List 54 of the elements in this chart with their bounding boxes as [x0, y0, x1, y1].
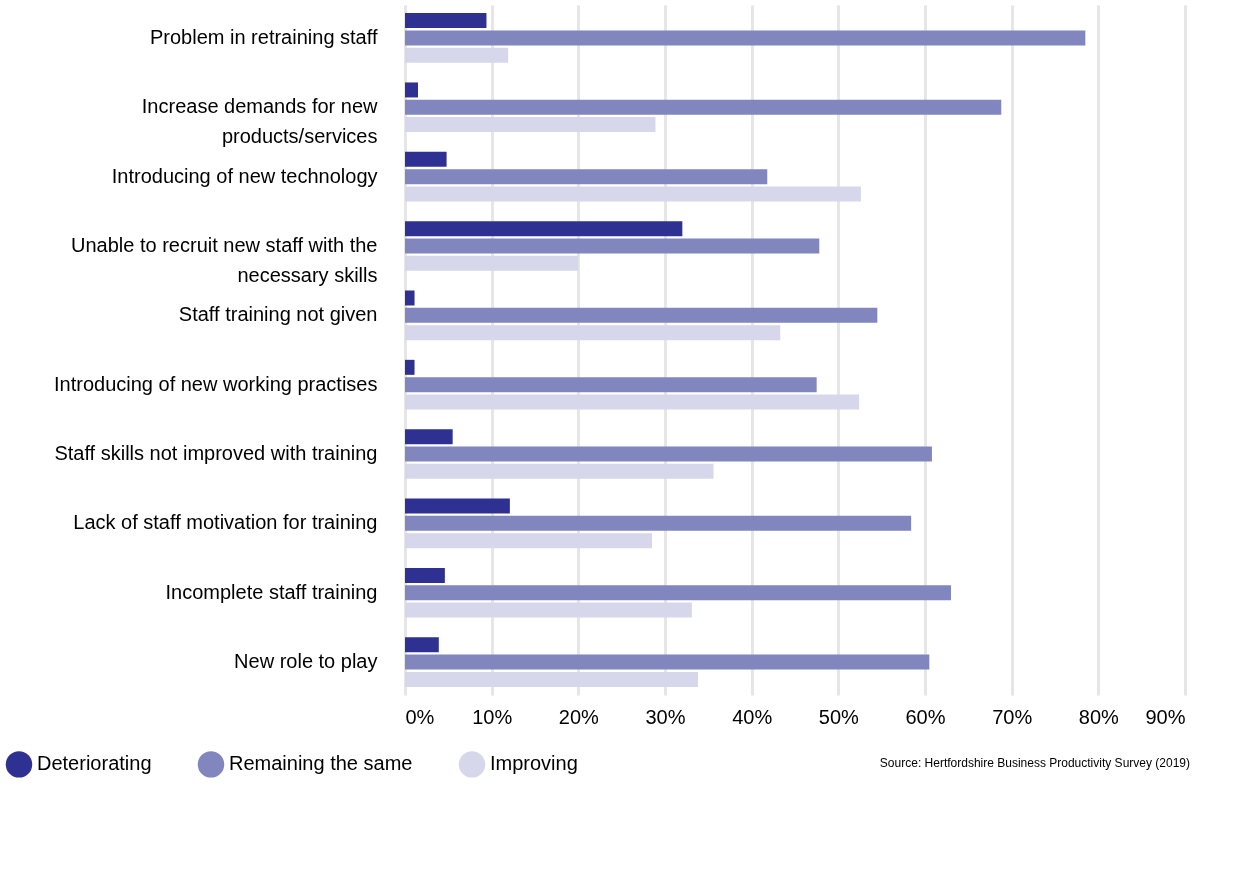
legend-label: Deteriorating: [37, 752, 152, 775]
bar: [405, 169, 768, 185]
bar: [405, 151, 447, 167]
x-tick-label: 30%: [645, 705, 686, 728]
bar: [405, 359, 415, 375]
bar: [405, 446, 932, 462]
source-note: Source: Hertfordshire Business Productivity Survey (2019): [879, 756, 1190, 770]
bar: [405, 307, 878, 323]
bar: [405, 671, 698, 687]
bar: [405, 82, 418, 98]
bar: [405, 30, 1086, 46]
bar: [405, 429, 453, 445]
bar: [405, 602, 692, 618]
y-tick-label: Unable to recruit new staff with the necessary skills: [71, 233, 378, 286]
x-tick-label: 60%: [905, 705, 946, 728]
bar: [405, 47, 509, 63]
bar: [405, 533, 652, 549]
y-tick-label: Staff skills not improved with training: [54, 442, 378, 465]
bar: [405, 117, 656, 133]
bar: [405, 463, 714, 479]
bar: [405, 186, 861, 202]
bar: [405, 515, 912, 531]
bar: [405, 290, 415, 306]
bar: [405, 498, 510, 514]
y-tick-label: Lack of staff motivation for training: [73, 511, 378, 534]
x-tick-label: 70%: [992, 705, 1033, 728]
bar: [405, 99, 1002, 115]
bar: [405, 585, 951, 601]
bar: [405, 394, 860, 410]
y-tick-label: Incomplete staff training: [165, 580, 378, 603]
x-tick-label: 90%: [1145, 705, 1186, 728]
bar: [405, 238, 820, 254]
y-tick-label: New role to play: [234, 650, 378, 673]
x-tick-label: 40%: [732, 705, 773, 728]
y-tick-label: Staff training not given: [178, 303, 378, 326]
x-tick-label: 20%: [558, 705, 600, 728]
bar: [405, 325, 781, 341]
bar: [405, 377, 817, 393]
legend-label: Remaining the same: [229, 752, 413, 775]
x-tick-label: 50%: [818, 705, 860, 728]
bar: [405, 567, 445, 583]
bar: [405, 654, 930, 670]
y-tick-label: Increase demands for new products/services: [141, 95, 379, 148]
x-tick-label: 0%: [405, 705, 435, 728]
y-tick-label: Problem in retraining staff: [149, 25, 378, 48]
bar: [405, 255, 579, 271]
x-tick-label: 80%: [1078, 705, 1120, 728]
x-tick-label: 10%: [472, 705, 513, 728]
y-tick-label: Introducing of new technology: [111, 164, 378, 187]
bar: [405, 13, 487, 29]
bar: [405, 637, 439, 653]
bar: [405, 221, 683, 237]
y-tick-label: Introducing of new working practises: [54, 372, 378, 395]
legend-label: Improving: [490, 752, 578, 775]
